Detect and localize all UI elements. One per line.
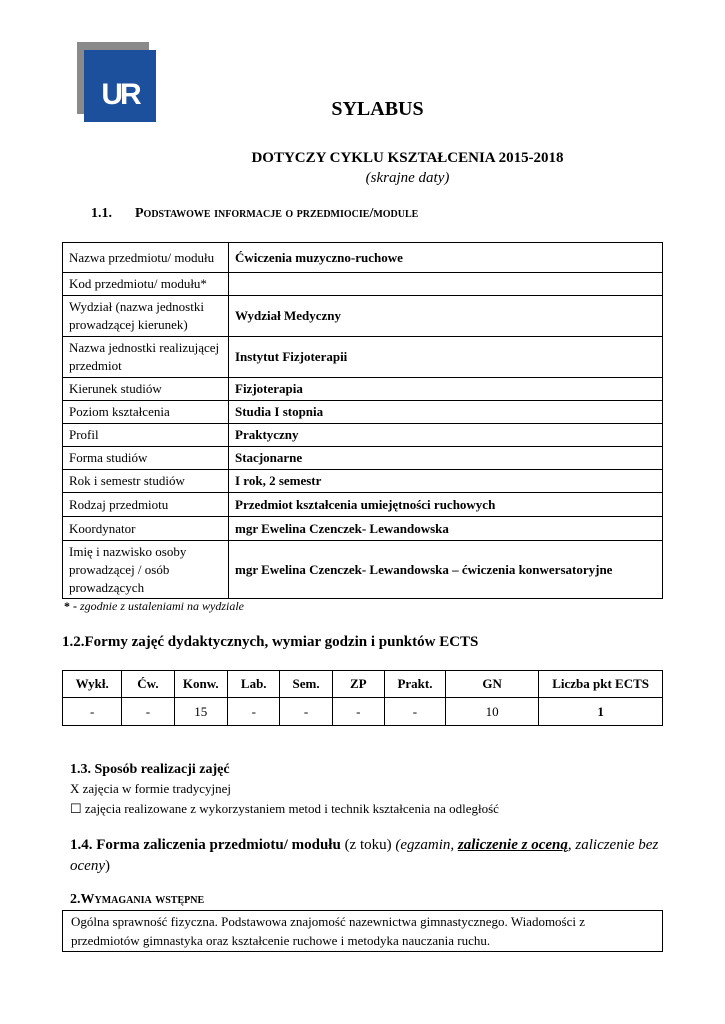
hours-value: - [279, 697, 333, 726]
form-header: Konw. [173, 670, 229, 698]
info-value: I rok, 2 semestr [228, 469, 663, 493]
info-value: Praktyczny [228, 423, 663, 447]
section-1-1-number: 1.1. [91, 206, 112, 221]
info-row: Kod przedmiotu/ modułu* [62, 272, 663, 296]
option-remote: ☐ zajęcia realizowane z wykorzystaniem m… [70, 801, 499, 817]
section-1-4: 1.4. Forma zaliczenia przedmiotu/ modułu… [70, 835, 660, 877]
info-row: Imię i nazwisko osoby prowadzącej / osób… [62, 540, 663, 599]
info-label: Koordynator [62, 516, 229, 541]
info-label: Profil [62, 423, 229, 447]
hours-value: - [121, 697, 175, 726]
info-value: Ćwiczenia muzyczno-ruchowe [228, 242, 663, 273]
university-logo [84, 50, 156, 122]
class-forms-table: Wykł. Ćw. Konw. Lab. Sem. ZP Prakt. GN Liczba pk… [61, 670, 663, 726]
form-header: Wykł. [61, 670, 123, 698]
info-label: Imię i nazwisko osoby prowadzącej / osób… [62, 540, 229, 599]
info-row: Poziom kształcenia Studia I stopnia [62, 400, 663, 424]
option-traditional: X zajęcia w formie tradycyjnej [70, 781, 231, 797]
form-header: Liczba pkt ECTS [538, 670, 663, 698]
info-row: Kierunek studiów Fizjoterapia [62, 377, 663, 401]
footnote-marker: * - [64, 599, 77, 613]
hours-value: - [383, 697, 447, 726]
logo-lettering: UR [101, 78, 141, 111]
info-label: Rodzaj przedmiotu [62, 492, 229, 517]
info-row: Nazwa przedmiotu/ modułu Ćwiczenia muzycz… [62, 242, 663, 273]
assessment-option: (egzamin, [395, 837, 458, 853]
info-value: mgr Ewelina Czenczek- Lewandowska – ćwic… [228, 540, 663, 599]
hours-value: - [331, 697, 385, 726]
prerequisites-box: Ogólna sprawność fizyczna. Podstawowa zn… [62, 910, 663, 952]
section-1-1-title: Podstawowe informacje o przedmiocie/modu… [135, 206, 419, 221]
info-value: Przedmiot kształcenia umiejętności rucho… [228, 492, 663, 517]
close-paren: ) [104, 858, 110, 874]
cycle-note: (skrajne daty) [365, 170, 450, 186]
section-1-3-title: 1.3. Sposób realizacji zajęć [70, 762, 230, 777]
info-row: Forma studiów Stacjonarne [62, 446, 663, 470]
assessment-option: , zaliczenie bez oceny [70, 837, 659, 874]
form-header: Ćw. [121, 670, 175, 698]
info-row: Koordynator mgr Ewelina Czenczek- Lewando… [62, 516, 663, 541]
footnote: * - zgodnie z ustaleniami na wydziale [64, 599, 244, 614]
hours-value: - [227, 697, 281, 726]
footnote-text: zgodnie z ustaleniami na wydziale [77, 599, 244, 613]
section-2-title: 2.Wymagania wstępne [70, 892, 205, 907]
info-label: Nazwa przedmiotu/ modułu [62, 242, 229, 273]
form-header: Sem. [279, 670, 333, 698]
info-row: Profil Praktyczny [62, 423, 663, 447]
info-label: Kierunek studiów [62, 377, 229, 401]
info-label: Poziom kształcenia [62, 400, 229, 424]
form-header: Lab. [227, 670, 281, 698]
checkbox-icon: ☐ [70, 801, 82, 816]
info-value: Studia I stopnia [228, 400, 663, 424]
page-title: SYLABUS [331, 98, 424, 120]
info-label: Wydział (nazwa jednostki prowadzącej kie… [62, 295, 229, 337]
info-row: Rok i semestr studiów I rok, 2 semestr [62, 469, 663, 493]
form-header: ZP [331, 670, 385, 698]
info-label: Nazwa jednostki realizującej przedmiot [62, 336, 229, 378]
info-value: Wydział Medyczny [228, 295, 663, 337]
cycle-heading: DOTYCZY CYKLU KSZTAŁCENIA 2015-2018 [251, 150, 564, 166]
info-value [228, 272, 663, 296]
info-label: Rok i semestr studiów [62, 469, 229, 493]
form-header: GN [445, 670, 540, 698]
info-row: Nazwa jednostki realizującej przedmiot In… [62, 336, 663, 378]
hours-value: - [61, 697, 123, 726]
hours-value: 10 [445, 697, 540, 726]
assessment-selected: zaliczenie z oceną [457, 837, 568, 853]
form-header: Prakt. [383, 670, 447, 698]
option-label: zajęcia realizowane z wykorzystaniem met… [81, 801, 499, 816]
section-1-2-title: 1.2.Formy zajęć dydaktycznych, wymiar go… [62, 634, 479, 650]
checked-mark-icon: X [70, 781, 80, 796]
info-value: Fizjoterapia [228, 377, 663, 401]
info-value: mgr Ewelina Czenczek- Lewandowska [228, 516, 663, 541]
info-row: Rodzaj przedmiotu Przedmiot kształcenia u… [62, 492, 663, 517]
assessment-mode: (z toku) [340, 837, 396, 853]
info-value: Stacjonarne [228, 446, 663, 470]
info-label: Kod przedmiotu/ modułu* [62, 272, 229, 296]
hours-value: 1 [538, 697, 663, 726]
section-1-4-title: 1.4. Forma zaliczenia przedmiotu/ modułu [70, 837, 341, 853]
hours-value: 15 [173, 697, 229, 726]
info-row: Wydział (nazwa jednostki prowadzącej kie… [62, 295, 663, 337]
info-value: Instytut Fizjoterapii [228, 336, 663, 378]
option-label: zajęcia w formie tradycyjnej [79, 781, 231, 796]
basic-info-table: Nazwa przedmiotu/ modułu Ćwiczenia muzycz… [62, 242, 663, 599]
info-label: Forma studiów [62, 446, 229, 470]
